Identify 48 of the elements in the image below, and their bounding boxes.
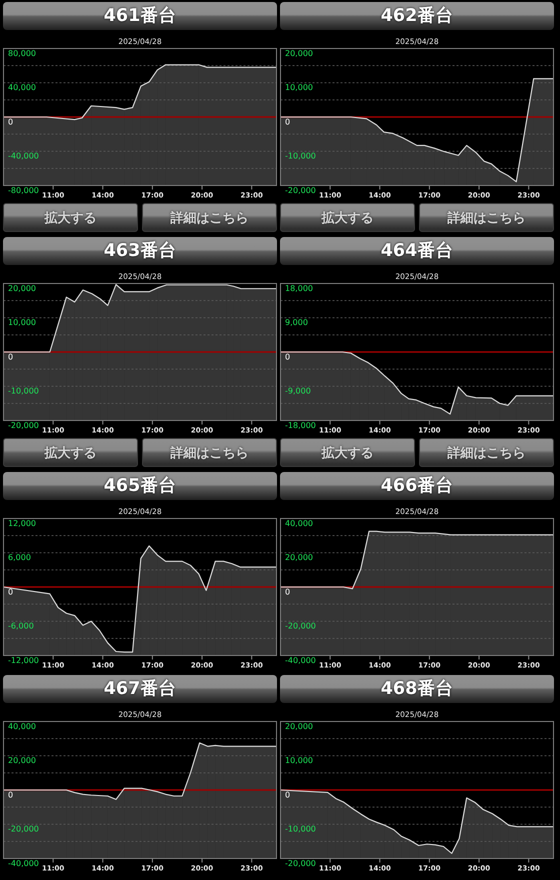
y-tick-label: -9,000 bbox=[285, 386, 311, 396]
chart-title: 466番台 bbox=[280, 472, 554, 500]
y-tick-label: -6,000 bbox=[8, 622, 34, 631]
y-tick-label: 20,000 bbox=[8, 756, 36, 766]
y-tick-label: -10,000 bbox=[285, 152, 316, 161]
y-tick-label: 10,000 bbox=[8, 318, 36, 328]
y-tick-label: 10,000 bbox=[285, 756, 313, 766]
y-tick-label: 9,000 bbox=[285, 318, 308, 328]
y-tick-label: 0 bbox=[285, 790, 290, 800]
y-tick-label: -10,000 bbox=[8, 386, 39, 396]
chart-title: 463番台 bbox=[3, 237, 277, 265]
y-tick-label: 40,000 bbox=[285, 518, 313, 528]
y-tick-label: -20,000 bbox=[8, 420, 39, 430]
y-tick-label: -20,000 bbox=[285, 186, 316, 195]
y-tick-label: 20,000 bbox=[8, 284, 36, 293]
y-tick-label: -20,000 bbox=[285, 858, 316, 868]
y-tick-label: 10,000 bbox=[285, 83, 313, 92]
y-tick-label: 0 bbox=[8, 117, 14, 126]
y-tick-label: 0 bbox=[285, 587, 290, 596]
chart-title: 465番台 bbox=[3, 472, 277, 500]
y-tick-label: -20,000 bbox=[285, 622, 316, 631]
y-tick-label: -40,000 bbox=[285, 656, 316, 665]
y-tick-label: 12,000 bbox=[8, 518, 36, 528]
y-tick-label: 0 bbox=[8, 587, 14, 596]
y-tick-label: -40,000 bbox=[8, 152, 39, 161]
y-tick-label: -12,000 bbox=[8, 656, 39, 665]
y-tick-label: 20,000 bbox=[285, 553, 313, 562]
y-tick-label: 0 bbox=[8, 352, 14, 362]
chart-title: 467番台 bbox=[3, 675, 277, 703]
y-tick-label: 40,000 bbox=[8, 722, 36, 731]
y-tick-label: 20,000 bbox=[285, 48, 313, 58]
y-tick-label: -18,000 bbox=[285, 420, 316, 430]
y-tick-label: -20,000 bbox=[8, 824, 39, 834]
y-tick-label: 6,000 bbox=[8, 553, 31, 562]
y-tick-label: 40,000 bbox=[8, 83, 36, 92]
y-tick-label: 0 bbox=[285, 352, 290, 362]
y-tick-label: -40,000 bbox=[8, 858, 39, 868]
y-tick-label: 0 bbox=[8, 790, 14, 800]
y-tick-label: -10,000 bbox=[285, 824, 316, 834]
chart-title: 464番台 bbox=[280, 237, 554, 265]
y-tick-label: 0 bbox=[285, 117, 290, 126]
chart-title: 462番台 bbox=[280, 2, 554, 30]
chart-title: 461番台 bbox=[3, 2, 277, 30]
chart-title: 468番台 bbox=[280, 675, 554, 703]
y-tick-label: -80,000 bbox=[8, 186, 39, 195]
y-tick-label: 80,000 bbox=[8, 48, 36, 58]
y-tick-label: 20,000 bbox=[285, 722, 313, 731]
y-tick-label: 18,000 bbox=[285, 284, 313, 293]
